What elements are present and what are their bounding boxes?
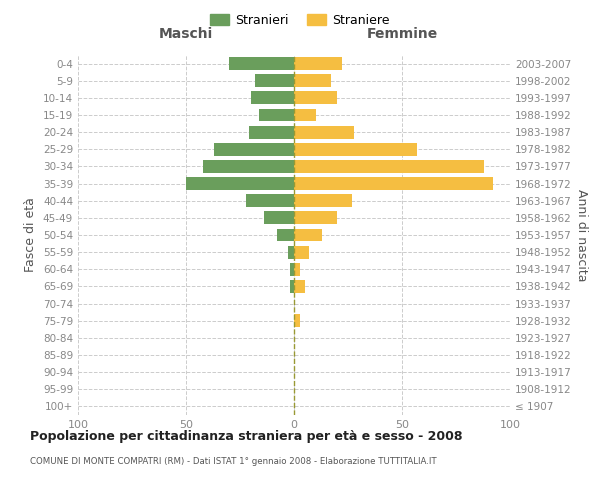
Bar <box>203 160 294 173</box>
Bar <box>294 212 337 224</box>
Bar <box>290 280 294 293</box>
Bar <box>251 92 294 104</box>
Bar <box>255 74 294 87</box>
Bar <box>247 194 294 207</box>
Y-axis label: Anni di nascita: Anni di nascita <box>575 188 588 281</box>
Bar <box>294 92 337 104</box>
Bar <box>294 246 309 258</box>
Bar <box>294 228 322 241</box>
Bar <box>294 57 341 70</box>
Bar <box>229 57 294 70</box>
Bar <box>287 246 294 258</box>
Bar <box>294 314 301 327</box>
Bar <box>214 143 294 156</box>
Text: Popolazione per cittadinanza straniera per età e sesso - 2008: Popolazione per cittadinanza straniera p… <box>30 430 463 443</box>
Legend: Stranieri, Straniere: Stranieri, Straniere <box>205 8 395 32</box>
Text: Maschi: Maschi <box>159 28 213 42</box>
Bar <box>259 108 294 122</box>
Text: COMUNE DI MONTE COMPATRI (RM) - Dati ISTAT 1° gennaio 2008 - Elaborazione TUTTIT: COMUNE DI MONTE COMPATRI (RM) - Dati IST… <box>30 458 437 466</box>
Y-axis label: Fasce di età: Fasce di età <box>25 198 37 272</box>
Bar <box>248 126 294 138</box>
Bar <box>294 280 305 293</box>
Text: Femmine: Femmine <box>367 28 437 42</box>
Bar <box>294 194 352 207</box>
Bar <box>294 177 493 190</box>
Bar <box>290 263 294 276</box>
Bar <box>264 212 294 224</box>
Bar <box>277 228 294 241</box>
Bar <box>294 160 484 173</box>
Bar <box>294 74 331 87</box>
Bar <box>294 263 301 276</box>
Bar <box>186 177 294 190</box>
Bar <box>294 108 316 122</box>
Bar <box>294 126 355 138</box>
Bar <box>294 143 417 156</box>
